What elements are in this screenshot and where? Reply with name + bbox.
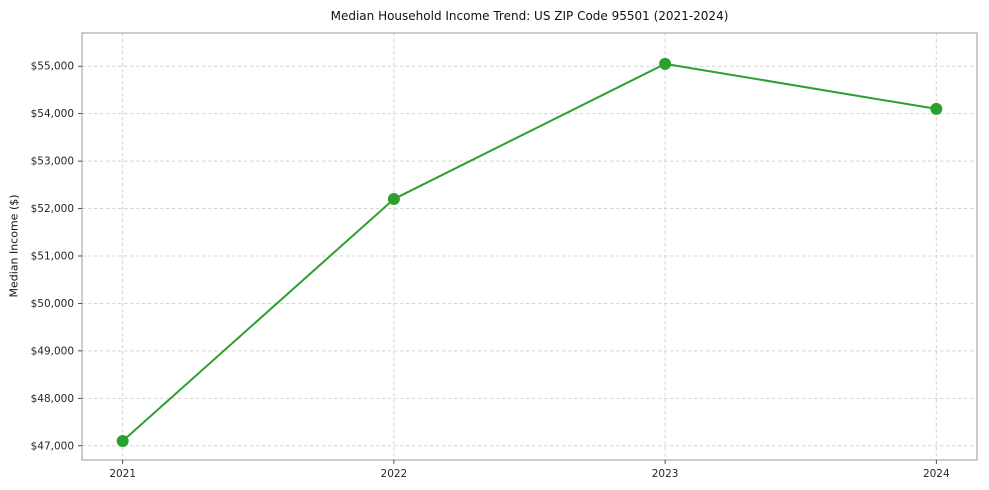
x-tick-label: 2023 [652, 468, 679, 480]
x-tick-label: 2021 [109, 468, 136, 480]
y-tick-label: $50,000 [31, 298, 74, 310]
y-tick-label: $47,000 [31, 440, 74, 452]
data-point-marker [659, 57, 672, 70]
chart-title: Median Household Income Trend: US ZIP Co… [330, 9, 729, 23]
y-tick-label: $52,000 [31, 203, 74, 215]
x-tick-label: 2024 [923, 468, 950, 480]
plot-border [81, 32, 978, 461]
y-tick-label: $49,000 [31, 345, 74, 357]
trend-line [121, 62, 938, 443]
x-tick-label: 2022 [381, 468, 408, 480]
y-tick-label: $48,000 [31, 393, 74, 405]
data-point-marker [116, 435, 129, 448]
data-point-marker [930, 102, 943, 115]
data-point-marker [387, 193, 400, 206]
y-tick-label: $54,000 [31, 108, 74, 120]
y-tick-label: $55,000 [31, 61, 74, 73]
y-tick-label: $53,000 [31, 156, 74, 168]
y-tick-label: $51,000 [31, 250, 74, 262]
